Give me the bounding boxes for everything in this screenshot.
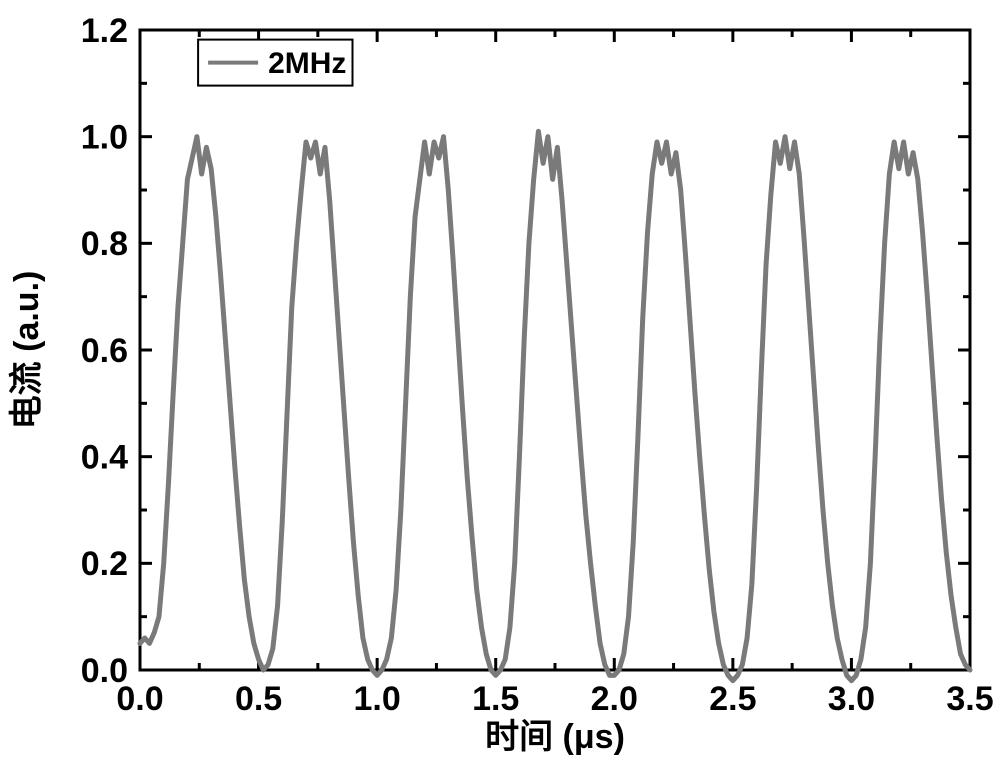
svg-text:1.5: 1.5 (472, 680, 519, 718)
svg-text:0.8: 0.8 (81, 225, 128, 263)
svg-text:1.0: 1.0 (354, 680, 401, 718)
svg-text:电流 (a.u.): 电流 (a.u.) (8, 271, 46, 430)
svg-text:2MHz: 2MHz (268, 47, 346, 80)
svg-text:0.2: 0.2 (81, 545, 128, 583)
svg-text:2.0: 2.0 (591, 680, 638, 718)
svg-text:1.0: 1.0 (81, 119, 128, 157)
line-chart: 0.00.51.01.52.02.53.03.50.00.20.40.60.81… (0, 0, 1000, 770)
svg-text:1.2: 1.2 (81, 12, 128, 50)
svg-text:0.4: 0.4 (81, 439, 128, 477)
svg-text:2.5: 2.5 (709, 680, 756, 718)
svg-text:3.5: 3.5 (946, 680, 993, 718)
legend: 2MHz (198, 40, 352, 86)
svg-text:0.6: 0.6 (81, 332, 128, 370)
svg-text:0.5: 0.5 (235, 680, 282, 718)
chart-container: 0.00.51.01.52.02.53.03.50.00.20.40.60.81… (0, 0, 1000, 770)
svg-text:0.0: 0.0 (81, 652, 128, 690)
svg-text:时间 (μs): 时间 (μs) (485, 718, 625, 756)
svg-text:3.0: 3.0 (828, 680, 875, 718)
